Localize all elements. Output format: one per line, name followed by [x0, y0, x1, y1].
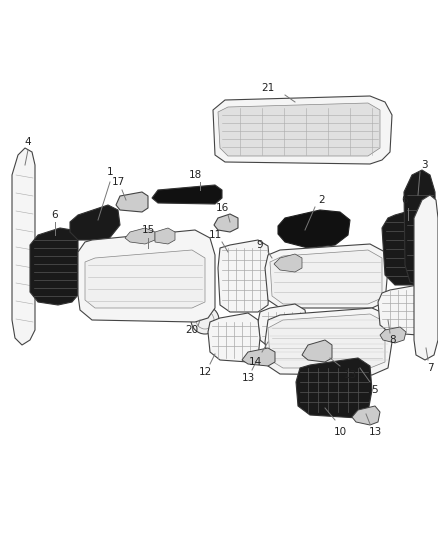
Text: 14: 14 [248, 357, 261, 367]
Text: 17: 17 [111, 177, 125, 187]
Text: 7: 7 [427, 363, 433, 373]
Text: 6: 6 [402, 195, 408, 205]
Text: 6: 6 [52, 210, 58, 220]
Polygon shape [208, 313, 260, 362]
Text: 8: 8 [390, 335, 396, 345]
Polygon shape [278, 210, 350, 248]
Polygon shape [85, 250, 205, 308]
Polygon shape [78, 230, 215, 322]
Text: 11: 11 [208, 230, 222, 240]
Polygon shape [258, 304, 308, 350]
Polygon shape [116, 192, 148, 212]
Text: 4: 4 [25, 137, 31, 147]
Polygon shape [274, 254, 302, 272]
Text: 21: 21 [261, 83, 275, 93]
Polygon shape [265, 308, 392, 375]
Polygon shape [12, 148, 35, 345]
Text: 18: 18 [188, 170, 201, 180]
Text: 13: 13 [343, 370, 357, 380]
Polygon shape [213, 96, 392, 164]
Polygon shape [268, 314, 385, 368]
Polygon shape [382, 208, 435, 285]
Text: 3: 3 [420, 160, 427, 170]
Text: 12: 12 [198, 367, 212, 377]
Text: 15: 15 [141, 225, 155, 235]
Polygon shape [265, 244, 388, 308]
Text: 1: 1 [107, 167, 113, 177]
Circle shape [191, 306, 219, 334]
Polygon shape [30, 228, 78, 305]
Polygon shape [352, 406, 380, 425]
Text: 5: 5 [372, 385, 378, 395]
Polygon shape [242, 348, 275, 366]
Polygon shape [152, 185, 222, 204]
Polygon shape [218, 240, 270, 312]
Text: 13: 13 [241, 373, 254, 383]
Polygon shape [270, 250, 382, 304]
Polygon shape [218, 103, 380, 156]
Text: 2: 2 [319, 195, 325, 205]
Text: 20: 20 [185, 325, 198, 335]
Text: 9: 9 [257, 240, 263, 250]
Text: 10: 10 [333, 427, 346, 437]
Polygon shape [380, 327, 406, 343]
Polygon shape [214, 214, 238, 232]
Text: 13: 13 [368, 427, 381, 437]
Polygon shape [404, 170, 436, 285]
Polygon shape [125, 228, 155, 244]
Text: 16: 16 [215, 203, 229, 213]
Polygon shape [414, 195, 438, 360]
Polygon shape [70, 205, 120, 240]
Polygon shape [296, 358, 372, 418]
Polygon shape [378, 285, 430, 335]
Polygon shape [302, 340, 332, 362]
Polygon shape [155, 228, 175, 244]
